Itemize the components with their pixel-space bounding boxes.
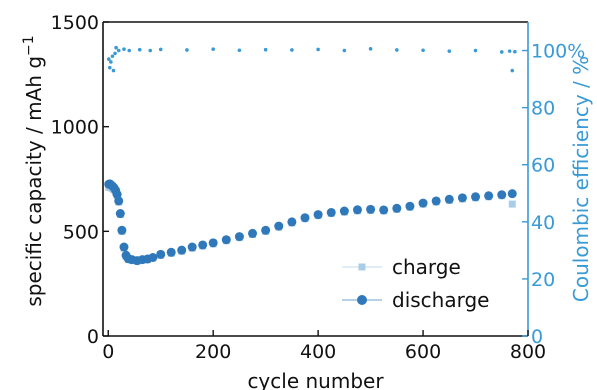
bottom-tick-label: 0 <box>102 341 114 363</box>
series-layer <box>104 45 517 266</box>
discharge-marker <box>471 192 481 202</box>
series-coulombic-efficiency <box>106 45 517 73</box>
bottom-tick-label: 400 <box>300 341 336 363</box>
efficiency-marker <box>148 48 153 53</box>
efficiency-marker <box>447 49 452 53</box>
legend-entry-discharge: discharge <box>342 288 489 312</box>
discharge-marker <box>444 194 454 204</box>
discharge-marker <box>431 196 441 206</box>
y-left-axis-label-superscript: −1 <box>21 35 37 56</box>
efficiency-marker <box>113 51 117 56</box>
discharge-marker <box>497 190 507 200</box>
discharge-marker <box>379 205 389 215</box>
efficiency-marker <box>109 60 113 64</box>
y-left-axis-label: specific capacity / mAh g−1 <box>21 35 46 306</box>
efficiency-marker <box>110 54 115 59</box>
discharge-marker <box>177 245 187 255</box>
discharge-marker <box>507 189 517 199</box>
y-left-axis-label-main: specific capacity / mAh g <box>22 56 46 307</box>
efficiency-marker <box>211 47 215 51</box>
discharge-marker <box>352 205 362 215</box>
efficiency-marker <box>395 48 399 52</box>
discharge-marker <box>405 201 415 211</box>
x-axis-label: cycle number <box>247 369 384 390</box>
discharge-marker <box>221 235 231 245</box>
efficiency-marker <box>342 48 347 53</box>
efficiency-marker <box>507 49 512 53</box>
discharge-marker <box>114 196 124 206</box>
charge-marker <box>508 200 516 208</box>
discharge-marker <box>119 242 129 252</box>
legend-label: charge <box>392 255 461 279</box>
efficiency-marker <box>473 48 478 53</box>
left-tick-label: 1000 <box>51 117 99 139</box>
efficiency-marker <box>316 47 320 52</box>
left-tick-label: 500 <box>63 221 99 243</box>
discharge-marker <box>457 193 467 203</box>
efficiency-marker <box>122 47 126 51</box>
efficiency-marker <box>290 48 294 52</box>
discharge-marker <box>418 198 428 208</box>
discharge-marker <box>261 225 271 235</box>
right-tick-label: 60 <box>531 155 555 177</box>
legend: charge discharge <box>342 255 489 312</box>
series-discharge <box>104 179 517 266</box>
left-tick-label: 1500 <box>51 12 99 34</box>
discharge-marker <box>392 203 402 213</box>
discharge-marker <box>166 247 176 257</box>
discharge-marker <box>198 240 208 250</box>
axes-layer: 0 500 1000 1500 0 20 40 60 80 100% 0 200 400 600 800 cy… <box>21 12 593 390</box>
efficiency-marker <box>421 48 425 53</box>
y-right-axis-label: Coulombic efficiency / % <box>569 56 593 302</box>
legend-discharge-marker <box>357 295 367 305</box>
discharge-marker <box>300 213 310 223</box>
discharge-marker <box>287 217 297 227</box>
efficiency-marker <box>368 47 373 51</box>
discharge-marker <box>117 225 127 235</box>
efficiency-marker <box>114 45 118 50</box>
discharge-marker <box>208 238 218 248</box>
bottom-tick-label: 800 <box>510 341 546 363</box>
efficiency-marker <box>237 48 242 53</box>
efficiency-marker <box>513 49 517 54</box>
right-tick-label: 40 <box>531 212 555 234</box>
bottom-tick-label: 200 <box>195 341 231 363</box>
efficiency-marker <box>127 48 132 53</box>
discharge-marker <box>234 232 244 242</box>
efficiency-marker <box>137 47 142 52</box>
efficiency-marker <box>116 48 121 53</box>
efficiency-marker <box>263 47 268 52</box>
discharge-marker <box>115 209 125 219</box>
discharge-marker <box>366 204 376 214</box>
discharge-marker <box>484 191 494 201</box>
right-tick-label: 20 <box>531 269 555 291</box>
discharge-marker <box>156 249 166 259</box>
efficiency-marker <box>106 57 111 61</box>
efficiency-marker <box>108 65 112 70</box>
legend-label: discharge <box>392 288 489 312</box>
legend-entry-charge: charge <box>342 255 461 279</box>
efficiency-marker <box>158 47 163 52</box>
left-tick-label: 0 <box>87 326 99 348</box>
discharge-marker <box>187 242 197 252</box>
discharge-marker <box>248 228 258 238</box>
discharge-marker <box>274 221 284 231</box>
efficiency-marker <box>185 48 189 52</box>
right-tick-label: 80 <box>531 98 555 120</box>
efficiency-marker <box>111 68 116 73</box>
right-tick-label: 100% <box>531 41 585 63</box>
discharge-marker <box>326 207 336 217</box>
discharge-marker <box>339 206 349 216</box>
discharge-marker <box>148 253 158 262</box>
right-tick-label: 0 <box>531 326 543 348</box>
legend-charge-marker <box>358 263 366 271</box>
efficiency-marker <box>499 50 504 54</box>
bottom-tick-label: 600 <box>405 341 441 363</box>
efficiency-marker <box>510 68 515 73</box>
discharge-marker <box>313 210 323 220</box>
